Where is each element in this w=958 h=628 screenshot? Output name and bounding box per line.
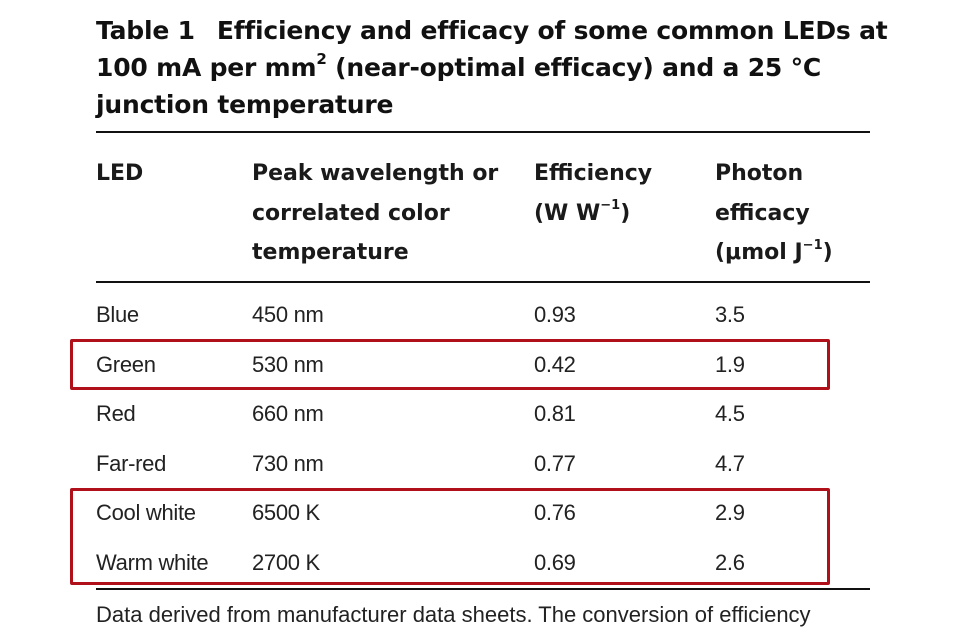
- cell-wavelength: 530 nm: [252, 351, 324, 377]
- cell-led: Green: [96, 351, 156, 377]
- cell-efficiency: 0.69: [534, 550, 576, 575]
- header-wavelength-line3: temperature: [252, 240, 409, 265]
- header-efficacy-unit: (μmol J: [715, 240, 803, 265]
- title-superscript: 2: [316, 49, 327, 68]
- header-efficiency-close: ): [620, 200, 631, 226]
- cell-efficacy: 2.9: [715, 500, 745, 526]
- cell-efficacy: 3.5: [715, 302, 745, 327]
- header-efficiency-exp: −1: [600, 198, 621, 214]
- cell-efficacy: 4.5: [715, 401, 745, 427]
- highlight-box-white: [70, 488, 830, 585]
- cell-led: Blue: [96, 302, 139, 327]
- cell-efficiency: 0.42: [534, 351, 576, 377]
- cell-wavelength: 660 nm: [252, 401, 324, 427]
- cell-efficacy: 1.9: [715, 351, 745, 377]
- header-efficacy-line3: (μmol J−1): [715, 233, 833, 273]
- cell-efficiency: 0.81: [534, 401, 576, 427]
- cell-led: Red: [96, 401, 136, 427]
- cell-efficacy: 2.6: [715, 550, 745, 575]
- cell-efficiency: 0.76: [534, 500, 576, 526]
- header-efficiency-line1: Efficiency: [534, 161, 653, 186]
- title-text-b: (near-optimal efficacy) and a 25 °C junc…: [96, 53, 822, 119]
- header-rule: [96, 281, 870, 283]
- cell-efficiency: 0.77: [534, 450, 576, 476]
- top-rule: [96, 131, 870, 133]
- header-efficacy-line1: Photon: [715, 161, 804, 186]
- highlight-box-green: [70, 339, 830, 390]
- header-efficacy-exp: −1: [802, 237, 823, 253]
- table-title: Table 1 Efficiency and efficacy of some c…: [96, 12, 896, 123]
- header-efficiency-unit: (W W: [534, 200, 601, 226]
- cell-efficacy: 4.7: [715, 450, 745, 476]
- header-wavelength-line2: correlated color: [252, 200, 450, 226]
- cell-wavelength: 730 nm: [252, 450, 324, 476]
- header-led: LED: [96, 161, 144, 186]
- header-efficiency: Efficiency (W W−1): [534, 154, 652, 233]
- cell-efficiency: 0.93: [534, 302, 576, 327]
- table-label: Table 1: [96, 16, 195, 45]
- cell-wavelength: 450 nm: [252, 302, 324, 327]
- header-efficacy-close: ): [822, 240, 833, 265]
- header-efficiency-line2: (W W−1): [534, 194, 652, 234]
- header-wavelength-line1: Peak wavelength or: [252, 161, 499, 186]
- cell-led: Cool white: [96, 500, 196, 526]
- header-efficacy: Photon efficacy (μmol J−1): [715, 154, 833, 273]
- bottom-rule: [96, 588, 870, 590]
- header-efficacy-line2: efficacy: [715, 200, 810, 226]
- title-text-a: Efficiency and efficacy of some common L…: [96, 16, 888, 82]
- footnote: Data derived from manufacturer data shee…: [96, 602, 811, 627]
- cell-wavelength: 2700 K: [252, 550, 320, 575]
- cell-wavelength: 6500 K: [252, 500, 320, 526]
- cell-led: Far-red: [96, 450, 167, 476]
- cell-led: Warm white: [96, 550, 209, 575]
- header-wavelength: Peak wavelength or correlated color temp…: [252, 154, 498, 273]
